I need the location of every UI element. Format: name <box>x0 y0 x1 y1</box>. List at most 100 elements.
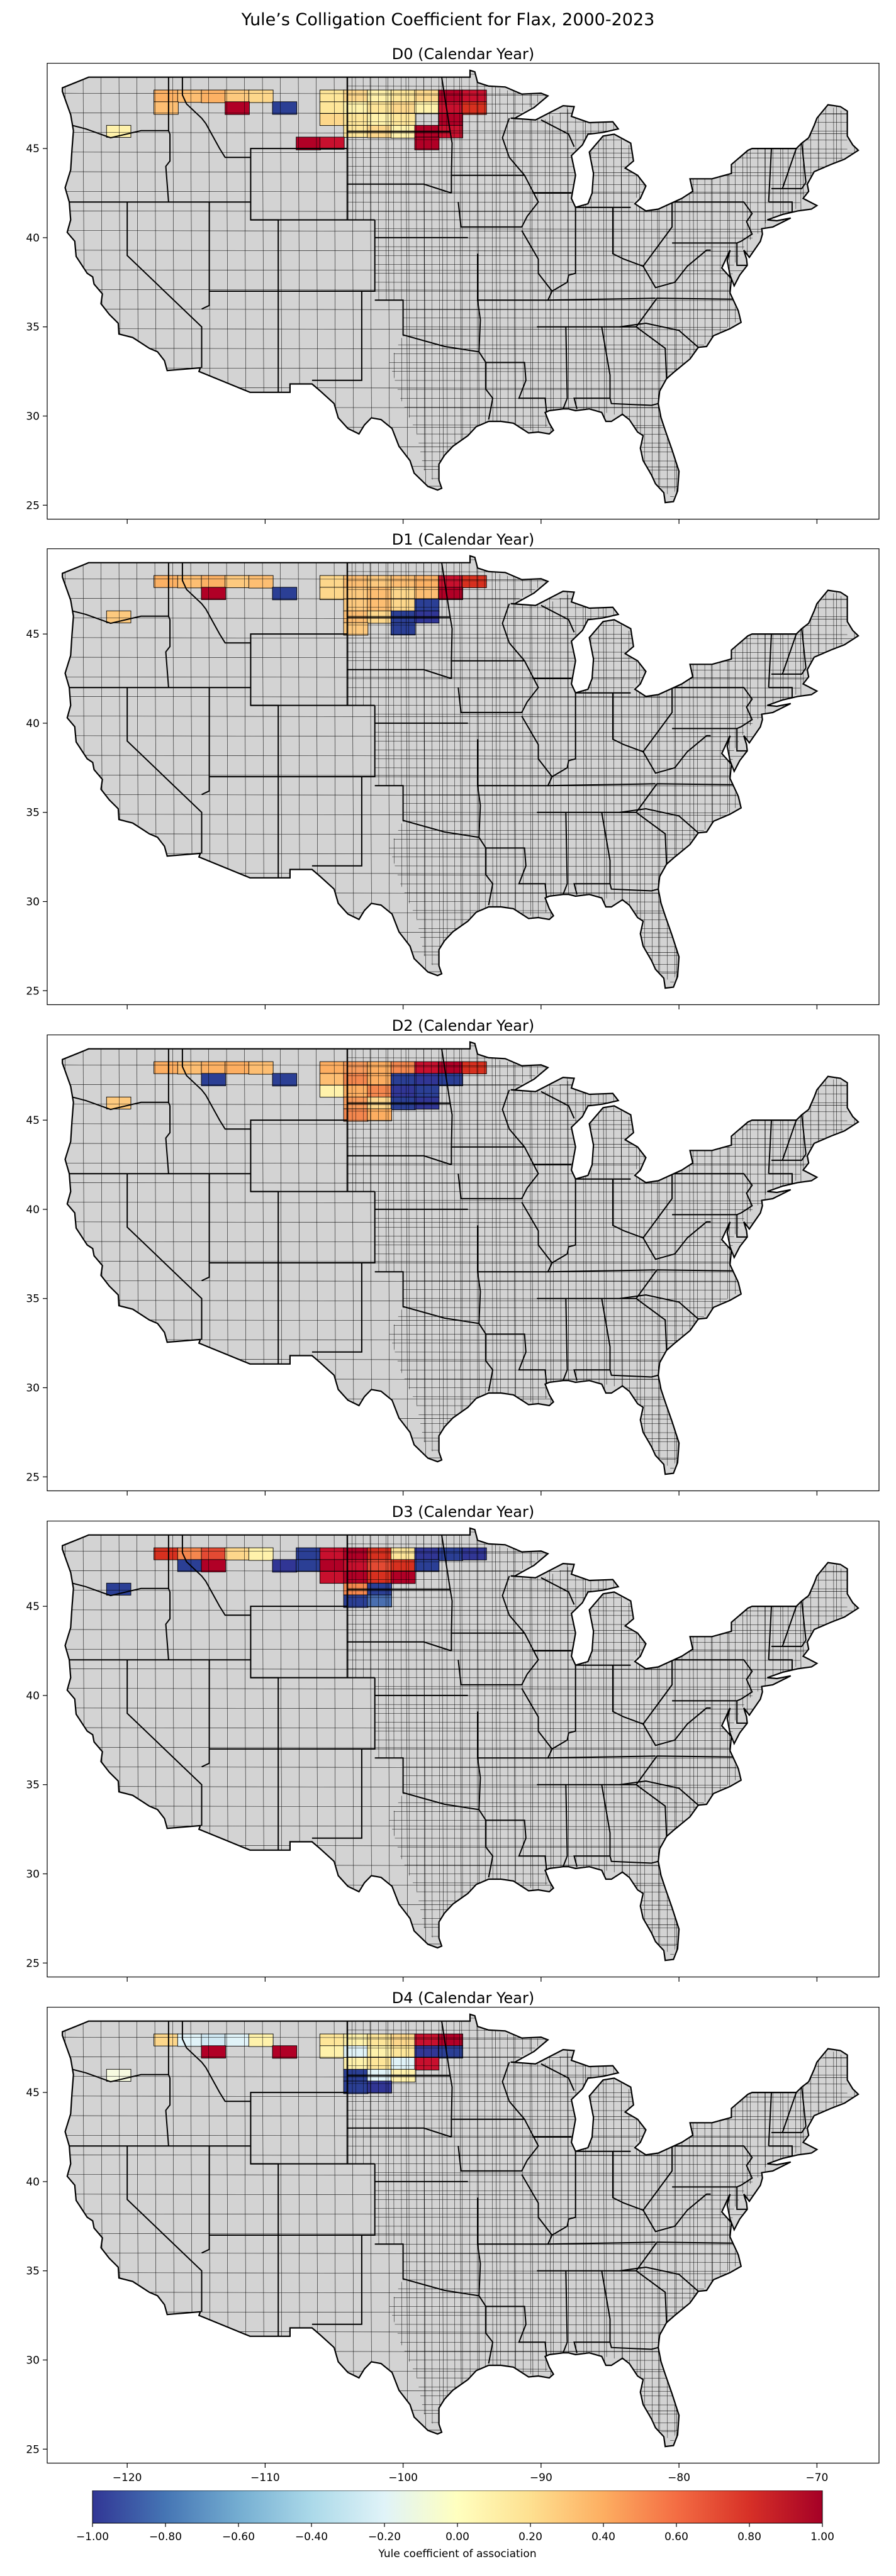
county-cell <box>414 575 440 589</box>
county-cell <box>319 2033 345 2047</box>
county-cell <box>154 575 179 588</box>
y-tick-label: 40 <box>26 1690 40 1702</box>
us-land <box>62 1528 859 1961</box>
county-cell <box>201 587 227 600</box>
map-panel-d4: 25 30 35 40 45 −120 −110 −100 −90 −80 −70 <box>26 2007 880 2484</box>
county-cell <box>201 575 227 589</box>
county-cell <box>154 2033 179 2046</box>
county-cell <box>414 136 440 150</box>
y-tick-label: 25 <box>26 1471 40 1484</box>
x-tick-label: −110 <box>250 2472 280 2484</box>
state-boundaries <box>69 2021 807 2364</box>
county-cell <box>177 1061 203 1075</box>
county-cell <box>319 2045 345 2058</box>
y-tick-label: 30 <box>26 1382 40 1395</box>
county-cell <box>414 89 440 103</box>
county-cell <box>201 1559 227 1572</box>
us-outline <box>61 69 860 504</box>
y-tick-label: 40 <box>26 232 40 245</box>
county-cell <box>272 101 298 115</box>
y-tick-label: 40 <box>26 2176 40 2189</box>
county-cell <box>367 1594 392 1607</box>
county-cell <box>248 1547 274 1561</box>
county-cell <box>438 101 463 114</box>
county-cell <box>414 1547 440 1561</box>
us-outline <box>61 1041 860 1475</box>
county-cell <box>390 1085 416 1098</box>
county-cell <box>272 587 298 601</box>
county-cell <box>438 2045 463 2058</box>
colorbar-ticks: −1.00 −0.80 −0.60 −0.40 −0.20 0.00 0.20 0.40 0.6… <box>76 2523 834 2543</box>
county-cell <box>319 1085 345 1098</box>
county-cell <box>319 587 345 600</box>
county-cell <box>390 2033 416 2046</box>
county-cell <box>225 89 250 103</box>
county-cell <box>319 1061 345 1075</box>
map-panel-d0: 25 30 35 40 45 <box>26 63 880 524</box>
county-cell <box>390 1061 416 1074</box>
map-panel-d3: 25 30 35 40 45 <box>26 1521 880 1982</box>
county-cell <box>319 1547 345 1561</box>
us-outline <box>61 555 860 989</box>
county-cell <box>390 113 416 126</box>
county-cell <box>154 101 179 115</box>
county-cell <box>296 1559 321 1572</box>
us-land <box>62 2014 859 2447</box>
county-cell <box>438 1061 463 1075</box>
county-cell <box>462 575 487 588</box>
y-tick-label: 30 <box>26 1868 40 1881</box>
county-cell <box>248 2033 274 2047</box>
x-tick-label: −90 <box>530 2472 552 2484</box>
state-boundaries <box>69 1535 807 1878</box>
county-cell <box>414 2033 440 2047</box>
county-cell <box>177 1547 203 1561</box>
county-cell <box>201 1547 227 1561</box>
county-cell <box>272 1073 298 1087</box>
y-tick-label: 25 <box>26 985 40 997</box>
us-land <box>62 1041 859 1475</box>
y-tick-label: 45 <box>26 2087 40 2099</box>
x-tick-label: −120 <box>113 2472 142 2484</box>
county-cell <box>414 101 440 114</box>
map-frame <box>47 548 880 1006</box>
county-cell <box>154 1061 179 1074</box>
colorbar-label: Yule coefficient of association <box>378 2548 536 2560</box>
figure-title: Yule’s Colligation Coefficient for Flax,… <box>241 10 655 30</box>
county-cell <box>462 1547 487 1560</box>
county-cell <box>248 575 274 589</box>
colorbar-gradient <box>92 2490 823 2524</box>
y-tick-label: 45 <box>26 1114 40 1127</box>
map-frame <box>47 63 880 520</box>
county-cell <box>462 1061 487 1074</box>
county-cell <box>201 1073 227 1086</box>
county-cell <box>438 2033 463 2047</box>
colorbar: −1.00 −0.80 −0.60 −0.40 −0.20 0.00 0.20 0.40 0.6… <box>76 2490 834 2560</box>
county-cell <box>390 101 416 115</box>
x-tick-label: −100 <box>388 2472 418 2484</box>
map-frame <box>47 1521 880 1978</box>
county-cell <box>272 1559 298 1573</box>
colorbar-tick-label: 1.00 <box>810 2531 834 2543</box>
state-boundaries <box>69 77 807 420</box>
map-frame <box>47 1035 880 1492</box>
county-cell <box>225 101 250 115</box>
colorbar-tick-label: 0.80 <box>737 2531 761 2543</box>
state-boundaries <box>69 562 807 906</box>
county-cell <box>201 2045 227 2058</box>
y-tick-label: 30 <box>26 411 40 423</box>
y-tick-label: 40 <box>26 1204 40 1216</box>
panel-title-d2: D2 (Calendar Year) <box>391 1017 535 1035</box>
panel-title-d3: D3 (Calendar Year) <box>391 1503 535 1521</box>
y-tick-label: 35 <box>26 807 40 819</box>
county-cell <box>414 2045 440 2058</box>
county-cell <box>225 1061 250 1074</box>
county-cell <box>225 2033 250 2046</box>
county-cell <box>438 89 463 103</box>
county-cell <box>414 599 440 612</box>
county-cell <box>390 1571 416 1584</box>
county-cell <box>414 2057 440 2070</box>
panel-title-d0: D0 (Calendar Year) <box>391 45 535 63</box>
county-cell <box>390 587 416 601</box>
us-land <box>62 70 859 503</box>
county-cell <box>414 1061 440 1075</box>
